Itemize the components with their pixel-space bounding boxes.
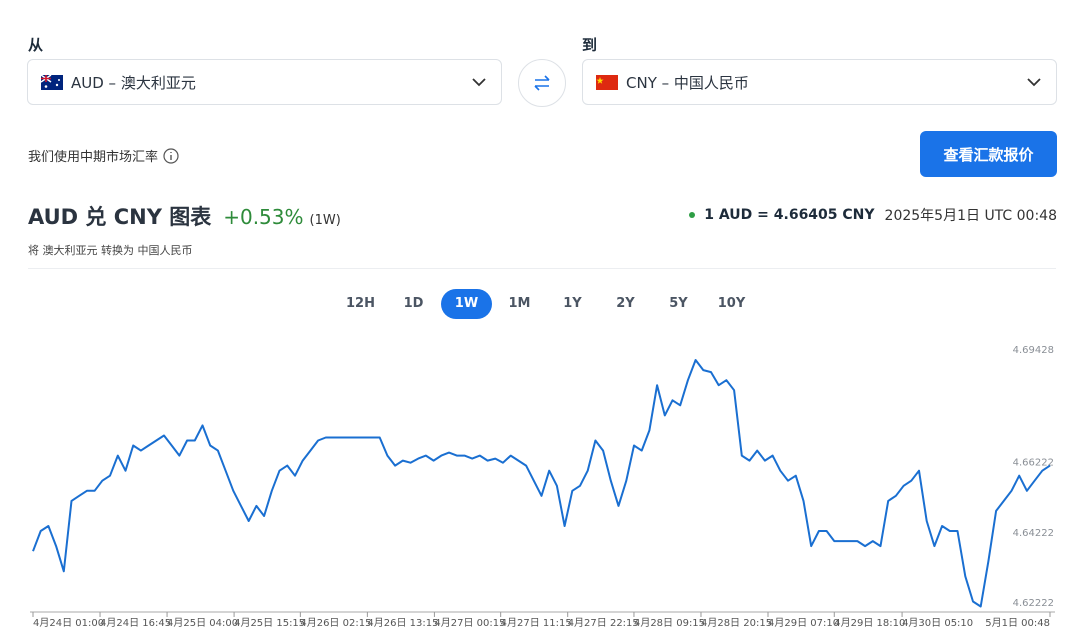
to-currency: CNY – 中国人民币 (626, 73, 749, 92)
x-tick-label: 4月29日 07:10 (768, 617, 839, 629)
range-tab[interactable]: 2Y (616, 296, 635, 311)
to-select[interactable]: CNY – 中国人民币 (582, 59, 1057, 105)
au-flag (41, 74, 63, 90)
from-currency: AUD – 澳大利亚元 (71, 73, 196, 92)
x-tick-label: 4月24日 01:00 (33, 617, 104, 629)
rate-info: 1 AUD = 4.66405 CNY 2025年5月1日 UTC 00:48 (689, 205, 1057, 225)
range-tab[interactable]: 12H (346, 296, 375, 311)
x-tick-label: 4月27日 22:15 (568, 617, 639, 629)
change: +0.53% (223, 205, 304, 229)
x-tick-label: 4月25日 15:15 (234, 617, 305, 629)
x-tick-label: 4月26日 02:15 (300, 617, 371, 629)
range-tab[interactable]: 1Y (563, 296, 582, 311)
y-tick-label: 4.66222 (1013, 458, 1054, 469)
range-tabs: 12H 1D 1W 1M 1Y 2Y 5Y 10Y (335, 289, 759, 319)
x-tick-label: 4月29日 18:10 (834, 617, 905, 629)
period: (1W) (309, 213, 341, 228)
divider (28, 268, 1056, 269)
range-tab[interactable]: 1W (441, 289, 492, 319)
x-tick-label: 4月24日 16:45 (100, 617, 171, 629)
price-line (32, 359, 1051, 608)
rate-note-text: 我们使用中期市场汇率 (28, 150, 159, 165)
chevron (472, 78, 486, 87)
chart-heading: AUD 兑 CNY 图表 +0.53% (1W) (28, 201, 341, 231)
swap-icon (534, 75, 550, 91)
chevron (1027, 78, 1041, 87)
y-tick-label: 4.69428 (1013, 345, 1054, 356)
y-tick-label: 4.62222 (1013, 598, 1054, 609)
timestamp: 2025年5月1日 UTC 00:48 (884, 208, 1057, 224)
info-icon[interactable] (162, 147, 180, 165)
x-tick-label: 4月25日 04:00 (167, 617, 238, 629)
rate: 1 AUD = 4.66405 CNY (704, 207, 875, 223)
x-tick-label: 4月28日 20:15 (701, 617, 772, 629)
quote-button[interactable]: 查看汇款报价 (920, 131, 1057, 177)
x-tick-label: 4月28日 09:15 (634, 617, 705, 629)
chart-title: AUD 兑 CNY 图表 (28, 205, 212, 229)
x-tick-label: 5月1日 00:48 (985, 617, 1050, 629)
range-tab[interactable]: 5Y (669, 296, 688, 311)
swap-button[interactable] (518, 59, 566, 107)
range-tab[interactable]: 1D (403, 296, 424, 311)
x-tick-label: 4月26日 13:15 (367, 617, 438, 629)
from-label: 从 (28, 36, 44, 54)
x-tick-label: 4月27日 11:15 (501, 617, 572, 629)
y-tick-label: 4.64222 (1013, 528, 1054, 539)
cn-flag (596, 74, 618, 90)
live-dot (689, 212, 696, 218)
x-tick-label: 4月30日 05:10 (902, 617, 973, 629)
range-tab[interactable]: 10Y (717, 296, 746, 311)
subtitle: 将 澳大利亚元 转换为 中国人民币 (28, 244, 193, 257)
rate-note: 我们使用中期市场汇率 (28, 146, 180, 165)
x-tick-label: 4月27日 00:15 (434, 617, 505, 629)
range-tab[interactable]: 1M (508, 296, 531, 311)
to-label: 到 (582, 36, 598, 54)
from-select[interactable]: AUD – 澳大利亚元 (27, 59, 502, 105)
